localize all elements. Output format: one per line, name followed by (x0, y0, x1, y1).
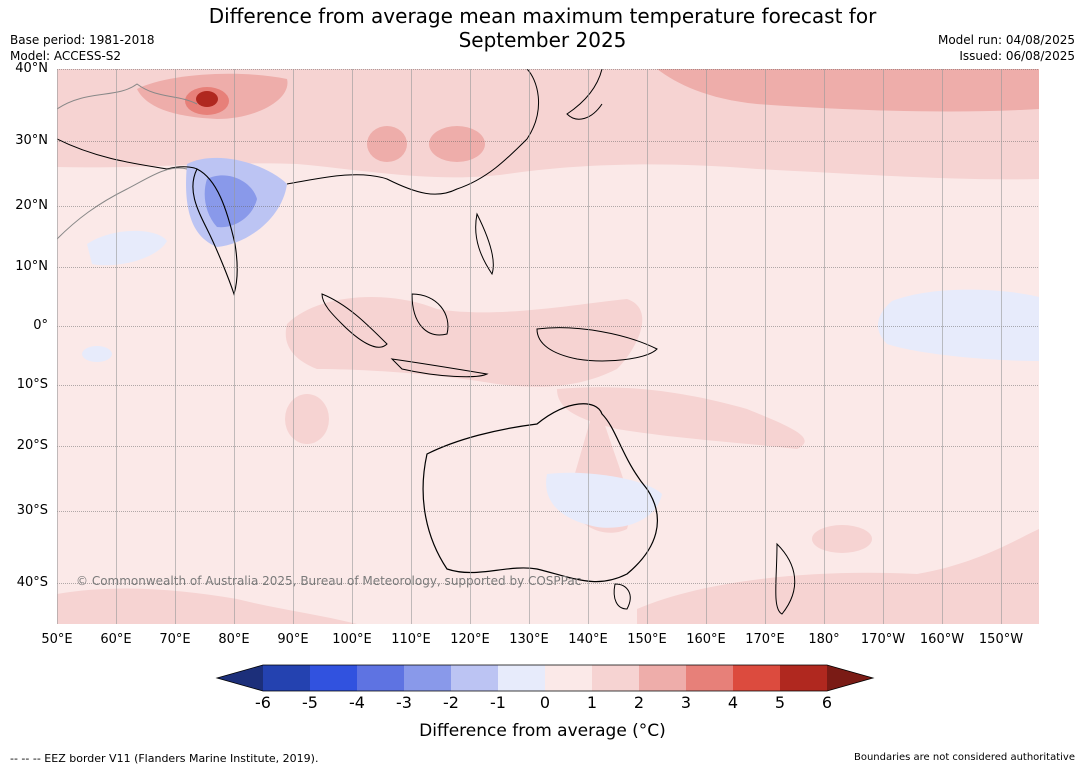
colorbar-tick-label: -4 (349, 693, 365, 712)
japan-coastline (566, 69, 603, 120)
longitude-label: 60°E (100, 632, 132, 647)
colorbar-extend-high (827, 665, 873, 691)
colorbar-tick-label: -1 (490, 693, 506, 712)
colorbar-tick-label: 1 (586, 693, 598, 712)
title-line-1: Difference from average mean maximum tem… (208, 4, 877, 28)
longitude-label: 150°E (627, 632, 667, 647)
maritime-continent-warm (285, 297, 643, 387)
india-cooler (204, 175, 257, 228)
longitude-label: 90°E (277, 632, 309, 647)
footer-boundaries: Boundaries are not considered authoritat… (853, 752, 1075, 763)
southern-ocean-warm-east (637, 529, 1039, 624)
colorbar-segment (498, 665, 545, 691)
new-zealand-coastline (775, 542, 796, 615)
longitude-label: 110°E (391, 632, 431, 647)
colorbar-segment (451, 665, 498, 691)
longitude-label: 130°E (509, 632, 549, 647)
tasman-warm-patch (812, 525, 872, 553)
himalaya-hotspot (196, 91, 218, 107)
north-australia-warm (557, 387, 805, 449)
arabian-sea-cool (87, 230, 167, 266)
colorbar-segment (639, 665, 686, 691)
colorbar-segment (592, 665, 639, 691)
country-borders (57, 83, 198, 240)
colorbar-segment (357, 665, 404, 691)
longitude-label: 140°E (568, 632, 608, 647)
colorbar-tick-label: 5 (774, 693, 786, 712)
colorbar-tick-label: -3 (396, 693, 412, 712)
southern-ocean-warm-west (57, 588, 357, 624)
australia-cool (546, 472, 662, 528)
latitude-label: 40°S (16, 575, 48, 590)
colorbar-outline (215, 664, 875, 692)
west-indian-ocean-cool (82, 346, 112, 362)
colorbar-tick-label: -2 (443, 693, 459, 712)
borneo-coastline (411, 293, 449, 336)
colorbar-segment (263, 665, 310, 691)
sumatra-coastline (321, 293, 388, 348)
base-period: Base period: 1981-2018 (10, 33, 155, 47)
model-name: Model: ACCESS-S2 (10, 49, 122, 63)
model-run: Model run: 04/08/2025 (937, 33, 1075, 47)
colorbar-tick-label: 4 (727, 693, 739, 712)
longitude-label: 170°E (745, 632, 785, 647)
meta-left: Base period: 1981-2018 Model: ACCESS-S2 (10, 32, 155, 64)
colorbar-segment (310, 665, 357, 691)
latitude-label: 10°S (16, 377, 48, 392)
footer-eez: -- -- -- EEZ border V11 (Flanders Marine… (10, 752, 319, 765)
colorbar (215, 664, 875, 692)
latitude-label: 20°N (15, 198, 48, 213)
colorbar-segment (545, 665, 592, 691)
longitude-label: 80°E (218, 632, 250, 647)
longitude-label: 160°W (919, 632, 965, 647)
china-warm (367, 126, 407, 162)
longitude-label: 180° (808, 632, 840, 647)
east-china-warm (429, 126, 485, 162)
colorbar-tick-label: -5 (302, 693, 318, 712)
north-pacific-warm (657, 69, 1039, 112)
copyright-notice: © Commonwealth of Australia 2025, Bureau… (76, 574, 582, 588)
longitude-label: 70°E (159, 632, 191, 647)
latitude-label: 0° (33, 318, 48, 333)
longitude-label: 160°E (686, 632, 726, 647)
australia-coastline (422, 403, 658, 583)
colorbar-segment (780, 665, 827, 691)
colorbar-segment (733, 665, 780, 691)
tasmania-coastline (613, 583, 631, 610)
colorbar-tick-label: -6 (255, 693, 271, 712)
colorbar-tick-label: 0 (539, 693, 551, 712)
latitude-label: 30°N (15, 133, 48, 148)
colorbar-extend-low (217, 665, 263, 691)
new-guinea-coastline (536, 327, 658, 362)
longitude-label: 120°E (450, 632, 490, 647)
indian-ocean-warm-patch (285, 394, 329, 444)
meta-right: Model run: 04/08/2025 Issued: 06/08/2025 (938, 32, 1075, 64)
colorbar-label: Difference from average (°C) (419, 721, 666, 741)
map-title: Difference from average mean maximum tem… (0, 4, 1085, 52)
colorbar-tick-label: 6 (821, 693, 833, 712)
india-coastline (192, 168, 238, 296)
title-line-2: September 2025 (458, 28, 627, 52)
colorbar-segment (404, 665, 451, 691)
longitude-label: 100°E (332, 632, 372, 647)
java-coastline (390, 358, 489, 378)
graticule (57, 69, 1039, 624)
longitude-label: 170°W (860, 632, 906, 647)
asia-coastline (57, 69, 540, 195)
latitude-label: 30°S (16, 503, 48, 518)
forecast-map (57, 69, 1039, 624)
longitude-label: 150°W (978, 632, 1024, 647)
issued-date: Issued: 06/08/2025 (959, 49, 1075, 63)
philippines-coastline (475, 212, 494, 276)
latitude-label: 40°N (15, 61, 48, 76)
colorbar-segment (686, 665, 733, 691)
longitude-label: 50°E (41, 632, 73, 647)
colorbar-tick-label: 3 (680, 693, 692, 712)
latitude-label: 10°N (15, 259, 48, 274)
colorbar-tick-label: 2 (633, 693, 645, 712)
central-pacific-cool (877, 289, 1039, 361)
latitude-label: 20°S (16, 438, 48, 453)
